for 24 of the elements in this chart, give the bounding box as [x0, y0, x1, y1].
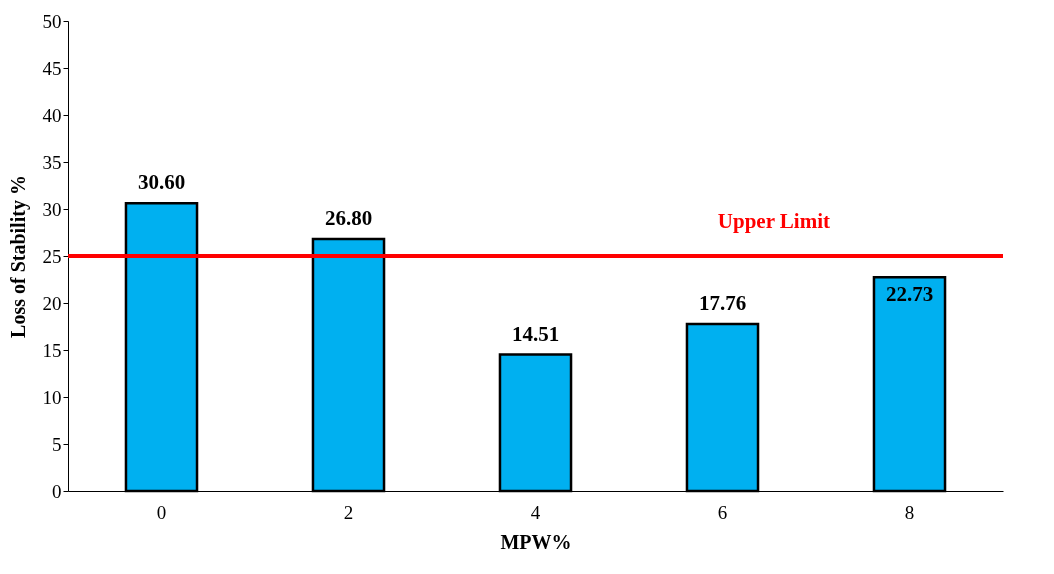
x-tick-label: 6: [717, 501, 728, 523]
y-tick-label: 15: [42, 339, 62, 361]
x-tick-label: 8: [904, 501, 915, 523]
data-label: 22.73: [885, 282, 934, 307]
data-label: 17.76: [698, 291, 747, 316]
x-tick-label: 4: [530, 501, 541, 523]
y-tick-label: 20: [42, 292, 62, 314]
y-tick-label: 25: [42, 245, 62, 267]
x-tick-label: 0: [156, 501, 167, 523]
y-tick-label: 50: [42, 10, 62, 32]
y-tick-label: 40: [42, 104, 62, 126]
y-tick-label: 10: [42, 386, 62, 408]
y-tick-label: 5: [52, 433, 62, 455]
ref-line-label: Upper Limit: [717, 209, 831, 233]
data-label: 26.80: [324, 206, 373, 231]
x-axis-title: MPW%: [500, 530, 572, 553]
y-axis-title: Loss of Stability %: [6, 175, 30, 338]
data-label: 30.60: [137, 170, 186, 195]
x-tick-label: 2: [343, 501, 354, 523]
y-tick-label: 0: [52, 480, 62, 502]
y-tick-label: 30: [42, 198, 62, 220]
y-tick-label: 35: [42, 151, 62, 173]
data-label: 14.51: [511, 321, 560, 346]
y-tick-label: 45: [42, 57, 62, 79]
